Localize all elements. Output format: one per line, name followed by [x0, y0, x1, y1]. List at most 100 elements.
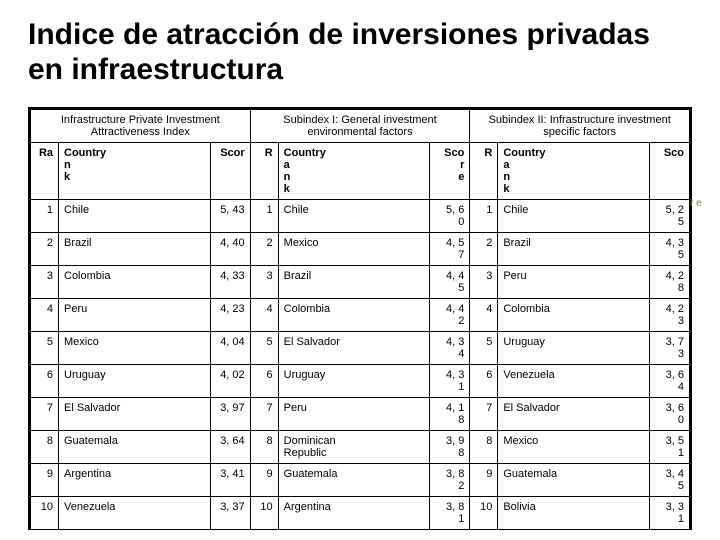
cell-s3: 3, 4 5	[650, 464, 690, 497]
cell-r2: 3	[250, 266, 278, 299]
cell-s1: 4, 33	[210, 266, 250, 299]
cell-s1: 3, 64	[210, 431, 250, 464]
cell-s1: 3, 41	[210, 464, 250, 497]
cell-r2: 1	[250, 200, 278, 233]
hdr-rank-1: Ra	[31, 143, 59, 200]
hdr-country-3: Country a n k	[498, 143, 650, 200]
cell-c3: Brazil	[498, 233, 650, 266]
cell-r1: 10	[31, 497, 59, 530]
hdr-rank-2: R	[250, 143, 278, 200]
group-hdr-2: Subindex II: Infrastructure investment s…	[470, 110, 690, 143]
cell-s2: 4, 4 5	[430, 266, 470, 299]
cell-s3: 5, 2 5	[650, 200, 690, 233]
group-header-row: Infrastructure Private Investment Attrac…	[31, 110, 690, 143]
cell-r1: 9	[31, 464, 59, 497]
cell-s2: 3, 8 1	[430, 497, 470, 530]
cell-c2: Dominican Republic	[278, 431, 430, 464]
cell-r2: 9	[250, 464, 278, 497]
cell-s1: 4, 23	[210, 299, 250, 332]
cell-r1: 3	[31, 266, 59, 299]
cell-c1: Peru	[59, 299, 211, 332]
table-row: 2Brazil4, 402Mexico4, 5 72Brazil4, 3 5	[31, 233, 690, 266]
cell-s2: 4, 5 7	[430, 233, 470, 266]
cell-s3: 3, 6 4	[650, 365, 690, 398]
cell-c3: Colombia	[498, 299, 650, 332]
cell-c2: Colombia	[278, 299, 430, 332]
cell-r2: 8	[250, 431, 278, 464]
table-body: 1Chile5, 431Chile5, 6 01Chile5, 2 52Braz…	[31, 200, 690, 530]
cell-r1: 5	[31, 332, 59, 365]
cell-c2: Guatemala	[278, 464, 430, 497]
table-row: 4Peru4, 234Colombia4, 4 24Colombia4, 2 3	[31, 299, 690, 332]
table-row: 10Venezuela3, 3710Argentina3, 8 110Boliv…	[31, 497, 690, 530]
cell-r2: 7	[250, 398, 278, 431]
cell-s3: 4, 3 5	[650, 233, 690, 266]
cell-s1: 3, 37	[210, 497, 250, 530]
side-fragment: r e	[690, 198, 706, 214]
cell-r1: 6	[31, 365, 59, 398]
cell-c2: El Salvador	[278, 332, 430, 365]
table-row: 3Colombia4, 333Brazil4, 4 53Peru4, 2 8	[31, 266, 690, 299]
cell-r3: 4	[470, 299, 498, 332]
cell-c3: Bolivia	[498, 497, 650, 530]
hdr-score-1: Scor	[210, 143, 250, 200]
table-row: 5Mexico4, 045El Salvador4, 3 45Uruguay3,…	[31, 332, 690, 365]
cell-r2: 5	[250, 332, 278, 365]
cell-r1: 2	[31, 233, 59, 266]
hdr-rank-3: R	[470, 143, 498, 200]
hdr-score-2: Sco r e	[430, 143, 470, 200]
cell-s1: 4, 40	[210, 233, 250, 266]
cell-c3: Uruguay	[498, 332, 650, 365]
cell-s3: 3, 5 1	[650, 431, 690, 464]
cell-c3: Venezuela	[498, 365, 650, 398]
cell-c3: Peru	[498, 266, 650, 299]
cell-r1: 7	[31, 398, 59, 431]
cell-s3: 3, 6 0	[650, 398, 690, 431]
cell-r3: 2	[470, 233, 498, 266]
group-hdr-1: Subindex I: General investment environme…	[250, 110, 470, 143]
cell-c2: Uruguay	[278, 365, 430, 398]
cell-c3: Guatemala	[498, 464, 650, 497]
cell-r3: 9	[470, 464, 498, 497]
cell-c1: Guatemala	[59, 431, 211, 464]
cell-s1: 4, 02	[210, 365, 250, 398]
cell-s1: 3, 97	[210, 398, 250, 431]
cell-s2: 3, 8 2	[430, 464, 470, 497]
hdr-score-3: Sco	[650, 143, 690, 200]
cell-r1: 4	[31, 299, 59, 332]
hdr-country-2: Country a n k	[278, 143, 430, 200]
cell-r3: 10	[470, 497, 498, 530]
index-table-container: Infrastructure Private Investment Attrac…	[28, 107, 692, 530]
cell-c1: El Salvador	[59, 398, 211, 431]
cell-s2: 4, 3 4	[430, 332, 470, 365]
table-row: 1Chile5, 431Chile5, 6 01Chile5, 2 5	[31, 200, 690, 233]
cell-r1: 1	[31, 200, 59, 233]
cell-s2: 3, 9 8	[430, 431, 470, 464]
cell-c2: Mexico	[278, 233, 430, 266]
cell-s1: 4, 04	[210, 332, 250, 365]
cell-s2: 5, 6 0	[430, 200, 470, 233]
table-row: 6Uruguay4, 026Uruguay4, 3 16Venezuela3, …	[31, 365, 690, 398]
cell-c3: El Salvador	[498, 398, 650, 431]
cell-r2: 10	[250, 497, 278, 530]
index-table: Infrastructure Private Investment Attrac…	[30, 109, 690, 530]
cell-r3: 6	[470, 365, 498, 398]
cell-r1: 8	[31, 431, 59, 464]
cell-s3: 3, 7 3	[650, 332, 690, 365]
hdr-country-1: Country n k	[59, 143, 211, 200]
cell-s2: 4, 4 2	[430, 299, 470, 332]
cell-s3: 4, 2 8	[650, 266, 690, 299]
cell-c1: Brazil	[59, 233, 211, 266]
cell-s2: 4, 3 1	[430, 365, 470, 398]
col-header-row: Ra Country n k Scor R Country a n k Sco …	[31, 143, 690, 200]
group-hdr-0: Infrastructure Private Investment Attrac…	[31, 110, 251, 143]
cell-c3: Chile	[498, 200, 650, 233]
cell-r2: 4	[250, 299, 278, 332]
cell-r3: 5	[470, 332, 498, 365]
cell-r3: 8	[470, 431, 498, 464]
cell-c1: Chile	[59, 200, 211, 233]
cell-c1: Uruguay	[59, 365, 211, 398]
cell-c2: Peru	[278, 398, 430, 431]
cell-r3: 1	[470, 200, 498, 233]
page-title: Indice de atracción de inversiones priva…	[0, 0, 720, 95]
